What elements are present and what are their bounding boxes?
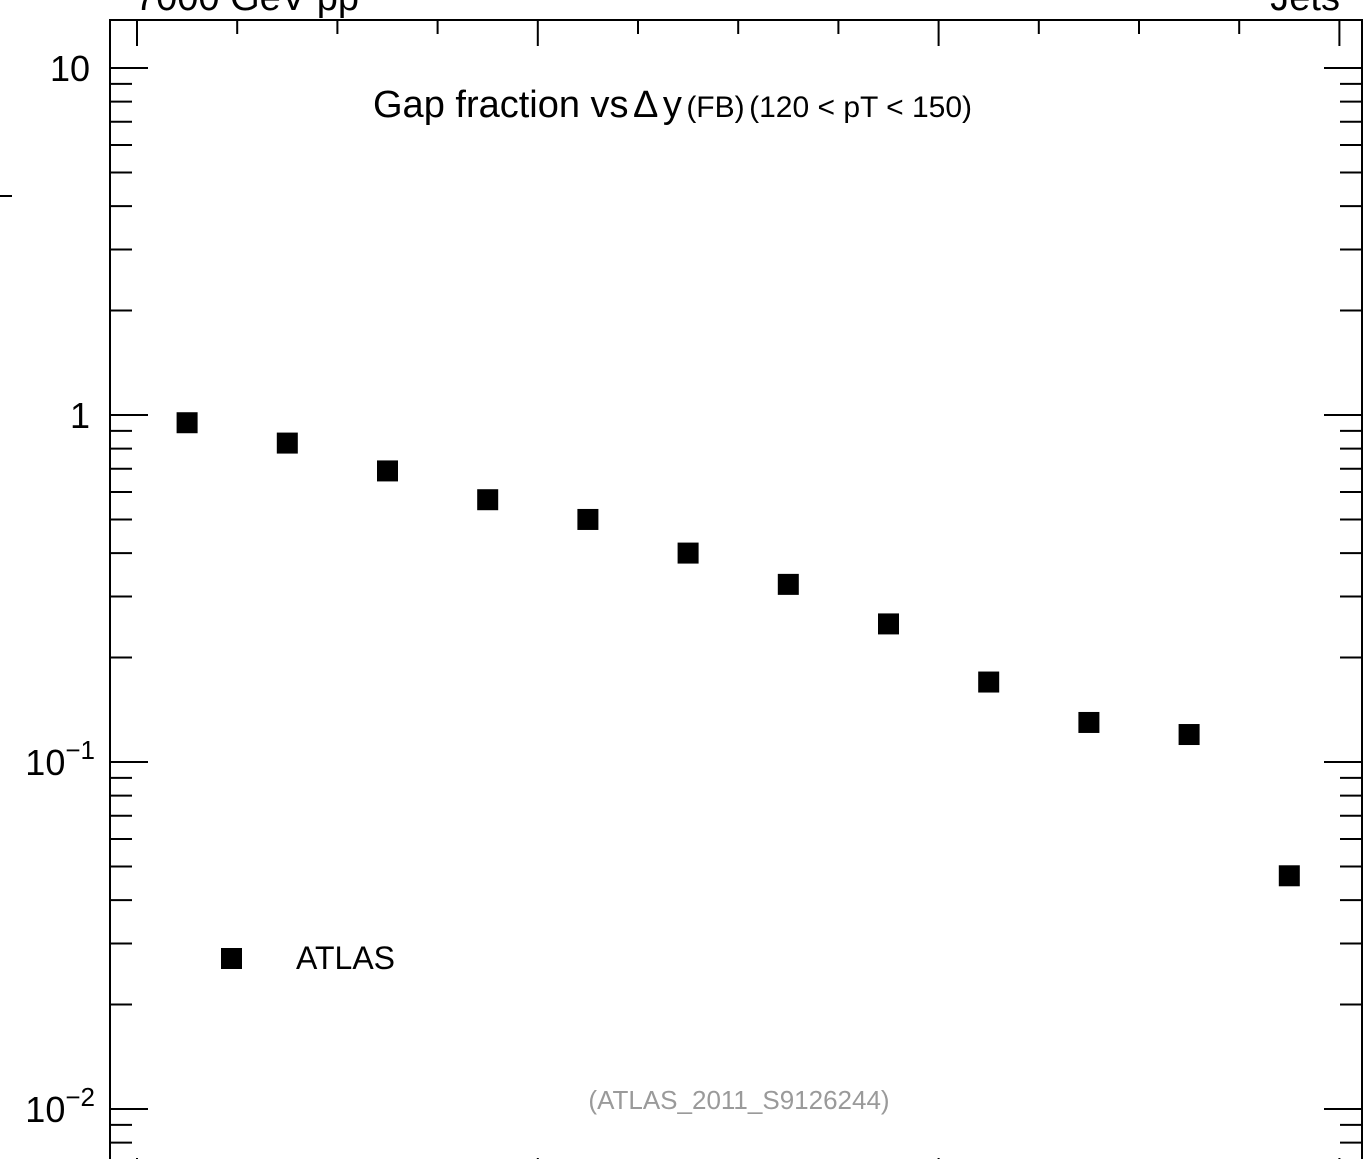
data-point <box>1278 865 1300 887</box>
title-main: Gap fraction vs <box>373 84 629 126</box>
title-pt-range: (120 < pT < 150) <box>749 91 972 124</box>
title-delta-y: y <box>663 84 682 126</box>
y-tick-label: 10 <box>50 48 90 89</box>
data-point <box>1178 724 1200 746</box>
header-left-label: 7000 GeV pp <box>135 0 359 19</box>
data-point <box>276 432 298 454</box>
y-tick-label: 10−2 <box>25 1082 95 1130</box>
data-point <box>677 542 699 564</box>
chart-title: Gap fraction vs Δ y (FB) (120 < pT < 150… <box>373 84 972 126</box>
title-fb: (FB) <box>686 91 744 124</box>
data-points <box>176 412 1300 887</box>
legend-marker-atlas <box>221 948 242 969</box>
data-point <box>577 508 599 530</box>
watermark: (ATLAS_2011_S9126244) <box>588 1085 889 1115</box>
data-point <box>777 573 799 595</box>
data-point <box>176 412 198 434</box>
data-point <box>878 613 899 635</box>
data-point <box>477 489 499 511</box>
plot-frame <box>109 19 1363 1159</box>
title-delta-symbol: Δ <box>633 84 658 126</box>
y-tick-label: 1 <box>70 395 90 436</box>
y-tick-labels: 10 1 10−1 10−2 <box>25 48 95 1130</box>
legend-label-atlas: ATLAS <box>296 940 395 976</box>
y-tick-label: 10−1 <box>25 735 95 783</box>
data-point <box>978 671 1000 693</box>
legend: ATLAS <box>221 940 395 976</box>
axis-ticks <box>110 20 1362 1159</box>
header-right-label: Jets <box>1270 0 1340 19</box>
data-point <box>1078 711 1100 733</box>
data-point <box>377 460 398 482</box>
